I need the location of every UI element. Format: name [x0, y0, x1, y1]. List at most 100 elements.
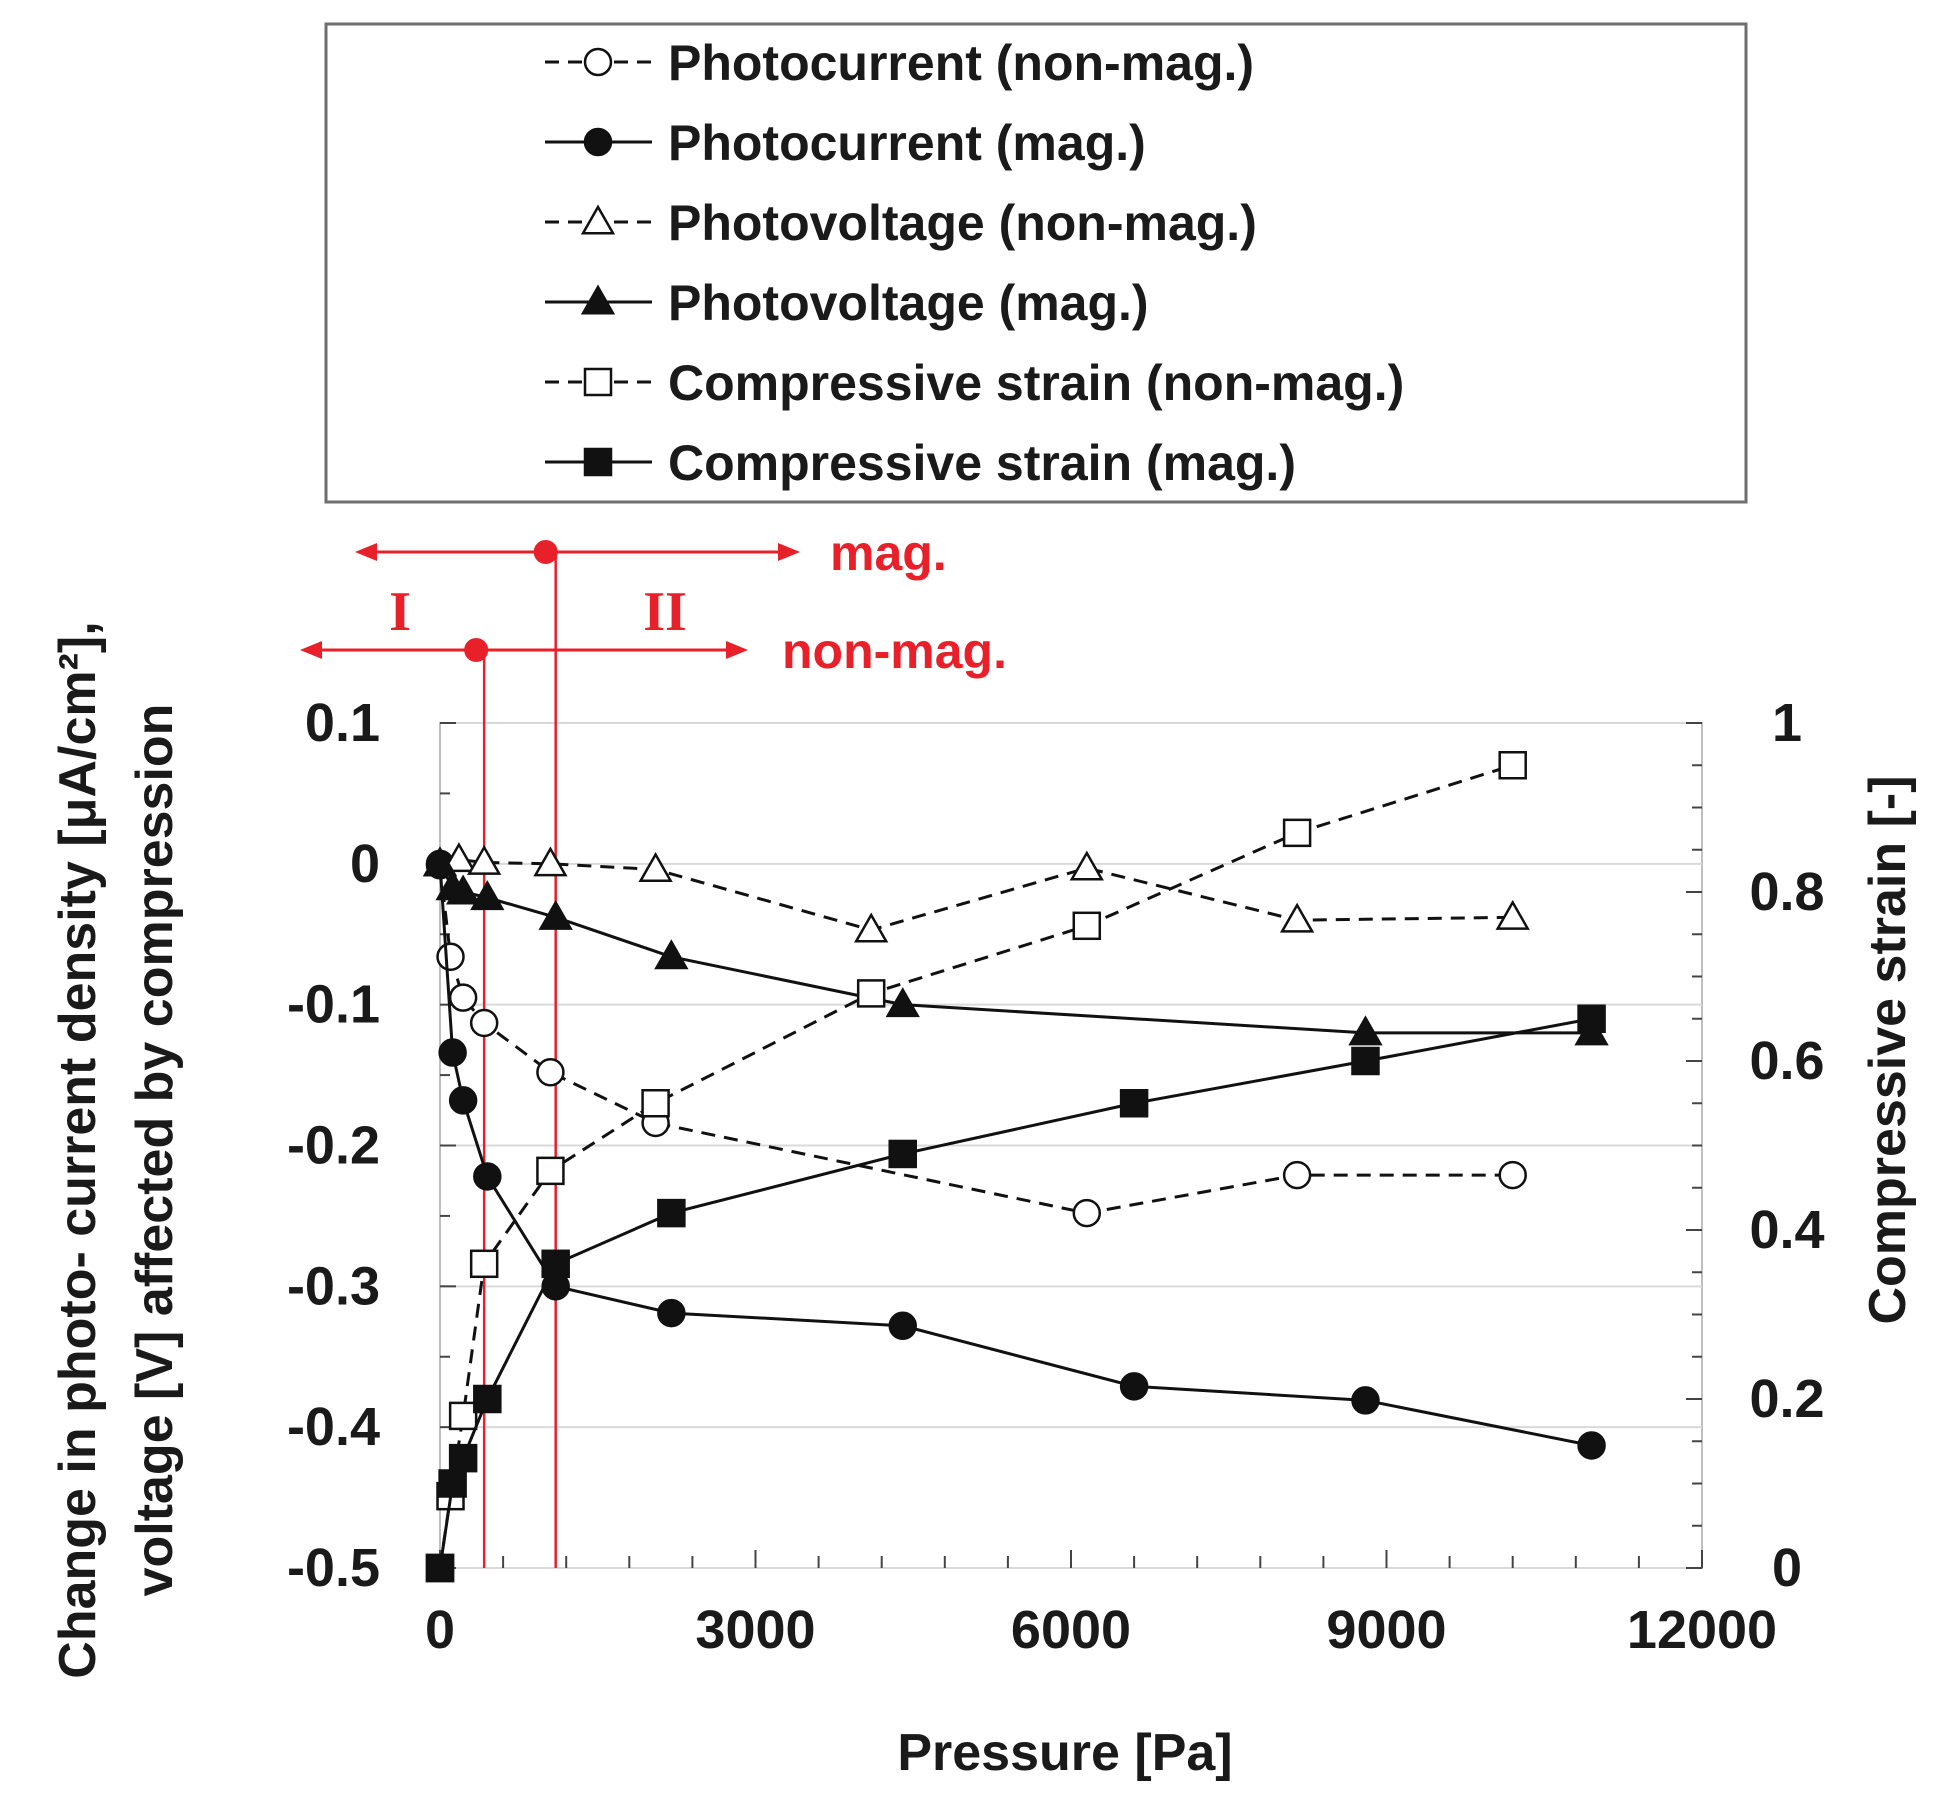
arrow-head-right [778, 543, 800, 561]
x-tick-label: 0 [425, 1600, 455, 1660]
data-point [536, 1058, 565, 1087]
data-point [1577, 1004, 1606, 1033]
legend-entry-compressive-strain-mag: Compressive strain (mag.) [545, 435, 1296, 491]
legend-marker [583, 367, 613, 397]
data-point [438, 1038, 467, 1067]
y2-tick-label: 0.8 [1749, 862, 1824, 922]
region-2-label: II [643, 581, 687, 643]
legend-entry-photovoltage-non-mag: Photovoltage (non-mag.) [545, 195, 1257, 251]
legend-marker [583, 47, 613, 77]
x-tick-label: 12000 [1627, 1600, 1777, 1660]
legend: Photocurrent (non-mag.) Photocurrent (mag… [324, 22, 1748, 504]
region-annotations: mag.non-mag.I II [300, 525, 1007, 679]
plot-area: 0 3000 6000 9000 12000 0.1 0 -0.1 -0.2 -0.3 -0.4 -0… [287, 552, 1825, 1660]
data-point [1498, 1160, 1527, 1190]
data-point [470, 880, 505, 911]
legend-entry-photovoltage-mag: Photovoltage (mag.) [545, 275, 1149, 331]
y-axis-label-line: voltage [V] affected by compression [126, 704, 184, 1597]
legend-label: Photocurrent (mag.) [668, 115, 1146, 171]
y-tick-label: 0 [350, 834, 380, 894]
data-point [438, 1469, 467, 1498]
data-point [1577, 1431, 1606, 1460]
data-point [473, 1384, 502, 1414]
x-tick-label: 3000 [695, 1600, 815, 1660]
legend-marker [580, 284, 616, 315]
nonmag-label: non-mag. [782, 623, 1007, 679]
arrow-head-left [300, 641, 322, 659]
data-point [541, 1249, 570, 1279]
data-point [1119, 1372, 1149, 1401]
legend-label: Photocurrent (non-mag.) [668, 35, 1254, 91]
data-point [445, 874, 481, 905]
data-point [448, 983, 478, 1012]
x-tick-label: 6000 [1011, 1600, 1131, 1660]
legend-marker [583, 127, 613, 157]
data-point [641, 1089, 670, 1118]
y-tick-label: 0.1 [305, 693, 380, 753]
data-point [473, 1162, 502, 1191]
data-point [885, 987, 920, 1018]
y2-tick-label: 1 [1772, 693, 1802, 753]
series-compressive-strain-mag [425, 1004, 1606, 1583]
y-tick-label: -0.1 [287, 975, 380, 1035]
data-point [1348, 1015, 1383, 1046]
data-point [638, 851, 673, 882]
legend-label: Compressive strain (non-mag.) [668, 355, 1404, 411]
data-point [654, 939, 689, 970]
data-point [1282, 1160, 1312, 1190]
data-point [1279, 902, 1315, 933]
legend-entry-photocurrent-non-mag: Photocurrent (non-mag.) [545, 35, 1254, 91]
region-1-label: I [389, 581, 411, 643]
data-point [422, 846, 458, 877]
y-tick-label: -0.4 [287, 1397, 380, 1457]
data-point [533, 846, 568, 877]
series-line [438, 1017, 1592, 1569]
data-point [1072, 911, 1102, 941]
data-point [448, 1443, 478, 1473]
series-line [438, 863, 1592, 1447]
x-axis-label: Pressure [Pa] [897, 1724, 1232, 1782]
series-photocurrent-non-mag [425, 850, 1527, 1228]
data-point [1495, 899, 1530, 930]
y-tick-label: -0.2 [287, 1116, 380, 1176]
data-point [469, 1249, 499, 1279]
series-line [438, 863, 1592, 1035]
y-tick-label: -0.5 [287, 1538, 380, 1598]
data-point [448, 1086, 478, 1115]
y2-tick-label: 0.2 [1749, 1369, 1824, 1429]
y-tick-label: -0.3 [287, 1256, 380, 1316]
data-point [888, 1139, 917, 1169]
series-photovoltage-mag [422, 846, 1609, 1046]
mag-range-arrow [355, 540, 800, 564]
legend-label: Compressive strain (mag.) [668, 435, 1296, 491]
data-point [425, 1553, 455, 1583]
series-line [438, 865, 1513, 1215]
data-point [657, 1298, 686, 1328]
series-photovoltage-non-mag [422, 842, 1530, 943]
y2-axis-label: Compressive strain [-] [1859, 775, 1917, 1324]
y2-tick-label: 0.6 [1749, 1031, 1824, 1091]
data-point [448, 1401, 478, 1431]
y2-tick-label: 0 [1772, 1538, 1802, 1598]
data-point [538, 899, 573, 930]
data-point [657, 1198, 686, 1228]
x-tick-label: 9000 [1326, 1600, 1446, 1660]
series-line [438, 763, 1514, 1569]
legend-label: Photovoltage (non-mag.) [668, 195, 1257, 251]
series-photocurrent-mag [425, 849, 1606, 1460]
mag-threshold-dot [533, 540, 558, 564]
data-point [1069, 850, 1104, 881]
nonmag-range-arrow [300, 638, 748, 662]
data-point [536, 1156, 565, 1186]
data-point [1351, 1386, 1380, 1415]
data-point [436, 942, 465, 972]
data-point [441, 842, 477, 873]
data-point [1498, 751, 1527, 780]
data-point [1119, 1089, 1149, 1118]
data-point [888, 1311, 917, 1341]
legend-entry-compressive-strain-non-mag: Compressive strain (non-mag.) [545, 355, 1404, 411]
series-compressive-strain-non-mag [425, 751, 1527, 1583]
data-point [854, 912, 889, 943]
arrow-head-left [355, 543, 377, 561]
mag-label: mag. [830, 525, 947, 581]
